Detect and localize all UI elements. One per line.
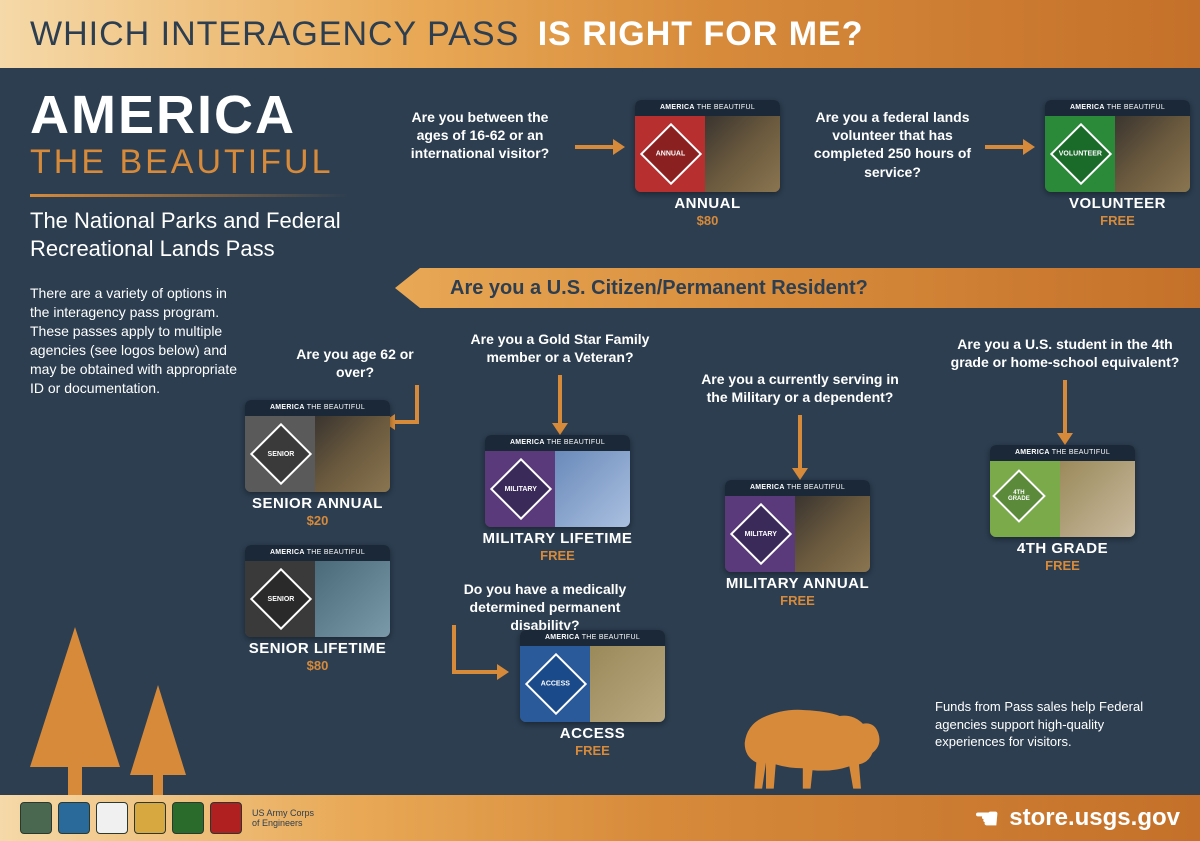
label-fourth-grade: 4TH GRADE FREE	[990, 540, 1135, 573]
label-volunteer: VOLUNTEER FREE	[1045, 195, 1190, 228]
question-military-lifetime: Are you a Gold Star Family member or a V…	[470, 330, 650, 366]
pass-card-access: AMERICA THE BEAUTIFUL ACCESS	[520, 630, 665, 722]
infographic-container: WHICH INTERAGENCY PASS IS RIGHT FOR ME? …	[0, 0, 1200, 841]
header-bold: IS RIGHT FOR ME?	[538, 15, 864, 53]
label-access: ACCESS FREE	[520, 725, 665, 758]
logo-beautiful: THE BEAUTIFUL	[30, 143, 370, 182]
bison-decoration	[735, 695, 890, 795]
logo-subtitle: The National Parks and Federal Recreatio…	[30, 207, 370, 262]
pass-card-military-annual: AMERICA THE BEAUTIFUL MILITARY	[725, 480, 870, 572]
funds-text: Funds from Pass sales help Federal agenc…	[935, 698, 1145, 751]
card-banner: AMERICA THE BEAUTIFUL	[245, 545, 390, 561]
hand-pointer-icon: ☚	[974, 802, 999, 835]
header-title: WHICH INTERAGENCY PASS IS RIGHT FOR ME?	[30, 15, 864, 54]
card-banner: AMERICA THE BEAUTIFUL	[725, 480, 870, 496]
question-senior: Are you age 62 or over?	[290, 345, 420, 381]
footer-agency-logos: US Army Corpsof Engineers	[20, 802, 314, 834]
card-banner: AMERICA THE BEAUTIFUL	[245, 400, 390, 416]
pass-card-fourth-grade: AMERICA THE BEAUTIFUL 4THGRADE	[990, 445, 1135, 537]
logo-blm	[58, 802, 90, 834]
label-military-annual: MILITARY ANNUAL FREE	[715, 575, 880, 608]
footer-url: ☚ store.usgs.gov	[974, 802, 1180, 835]
tree-decoration-small	[130, 685, 186, 795]
card-banner: AMERICA THE BEAUTIFUL	[520, 630, 665, 646]
label-senior-lifetime: SENIOR LIFETIME $80	[245, 640, 390, 673]
question-annual: Are you between the ages of 16-62 or an …	[400, 108, 560, 163]
card-banner: AMERICA THE BEAUTIFUL	[990, 445, 1135, 461]
arrow-volunteer	[985, 145, 1025, 149]
arrow-military-lifetime	[558, 375, 562, 425]
card-banner: AMERICA THE BEAUTIFUL	[635, 100, 780, 116]
question-access: Do you have a medically determined perma…	[440, 580, 650, 635]
arrow-annual	[575, 145, 615, 149]
logo-divider	[30, 194, 350, 197]
logo-bor	[96, 802, 128, 834]
card-banner: AMERICA THE BEAUTIFUL	[485, 435, 630, 451]
pass-card-volunteer: AMERICA THE BEAUTIFUL VOLUNTEER	[1045, 100, 1190, 192]
label-senior-annual: SENIOR ANNUAL $20	[245, 495, 390, 528]
citizen-question-text: Are you a U.S. Citizen/Permanent Residen…	[450, 277, 868, 300]
citizen-question-banner: Are you a U.S. Citizen/Permanent Residen…	[395, 268, 1200, 308]
logo-usfs	[172, 802, 204, 834]
header-banner: WHICH INTERAGENCY PASS IS RIGHT FOR ME?	[0, 0, 1200, 68]
pass-card-military-lifetime: AMERICA THE BEAUTIFUL MILITARY	[485, 435, 630, 527]
logo-america: AMERICA	[30, 90, 370, 141]
pass-card-senior-annual: AMERICA THE BEAUTIFUL SENIOR	[245, 400, 390, 492]
header-light: WHICH INTERAGENCY PASS	[30, 15, 519, 53]
question-fourth-grade: Are you a U.S. student in the 4th grade …	[940, 335, 1190, 371]
usace-label: US Army Corpsof Engineers	[252, 808, 314, 828]
question-military-annual: Are you a currently serving in the Milit…	[700, 370, 900, 406]
arrow-military-annual	[798, 415, 802, 470]
label-military-lifetime: MILITARY LIFETIME FREE	[470, 530, 645, 563]
footer: US Army Corpsof Engineers ☚ store.usgs.g…	[0, 795, 1200, 841]
card-banner: AMERICA THE BEAUTIFUL	[1045, 100, 1190, 116]
question-volunteer: Are you a federal lands volunteer that h…	[810, 108, 975, 181]
logo-description: There are a variety of options in the in…	[30, 284, 240, 397]
label-annual: ANNUAL $80	[635, 195, 780, 228]
tree-decoration-large	[30, 627, 120, 795]
logo-fws	[134, 802, 166, 834]
pass-card-senior-lifetime: AMERICA THE BEAUTIFUL SENIOR	[245, 545, 390, 637]
logo-nps	[20, 802, 52, 834]
pass-card-annual: AMERICA THE BEAUTIFUL ANNUAL	[635, 100, 780, 192]
logo-usace	[210, 802, 242, 834]
arrow-fourth-grade	[1063, 380, 1067, 435]
